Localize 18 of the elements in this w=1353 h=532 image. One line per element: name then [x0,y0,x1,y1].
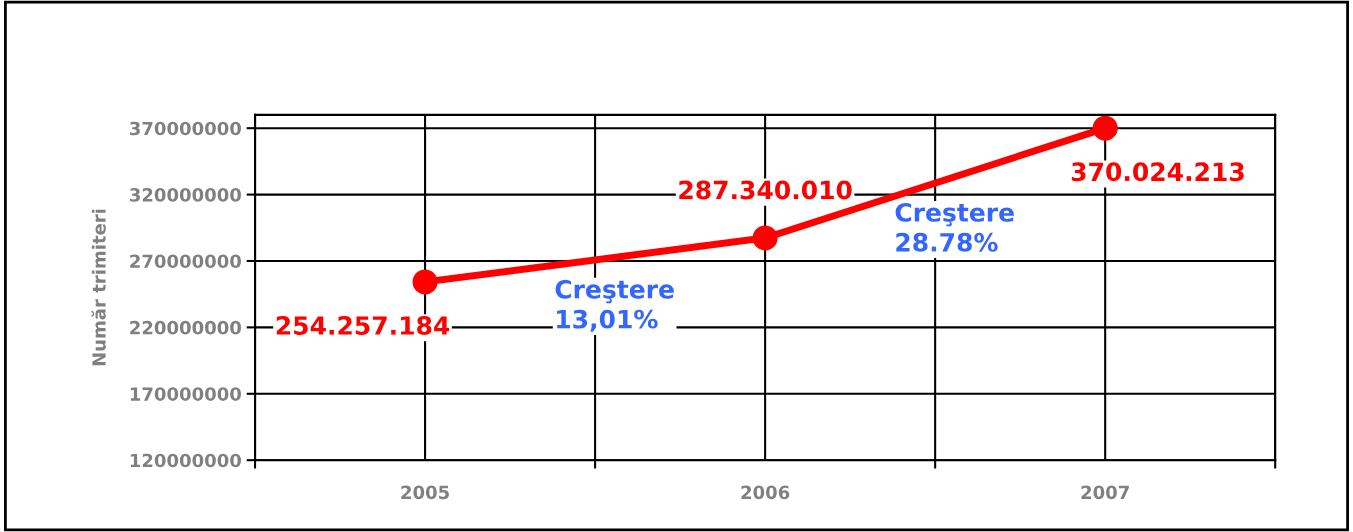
point [412,269,438,295]
y-tick-label: 370000000 [129,121,241,136]
x-tick-label: 2007 [1081,485,1129,500]
y-tick-label: 170000000 [130,387,241,401]
y-tick-label: 220000000 [130,320,241,335]
data-label: 254.257.184 [276,316,450,335]
data-label: 370.024.213 [1071,162,1244,182]
point [1092,115,1118,141]
y-tick-label: 120000000 [130,453,241,468]
annotation: Creştere 28.78% [895,202,1014,252]
y-tick-label: 270000000 [130,254,241,269]
x-tick-label: 2006 [741,485,790,500]
x-tick-label: 2005 [401,485,449,500]
y-tick-label: 320000000 [129,188,241,202]
point [752,225,778,251]
y-axis-title: Număr trimiteri [91,209,106,366]
annotation: Creştere 13,01% [555,279,674,332]
data-label: 287.340.010 [679,180,852,200]
